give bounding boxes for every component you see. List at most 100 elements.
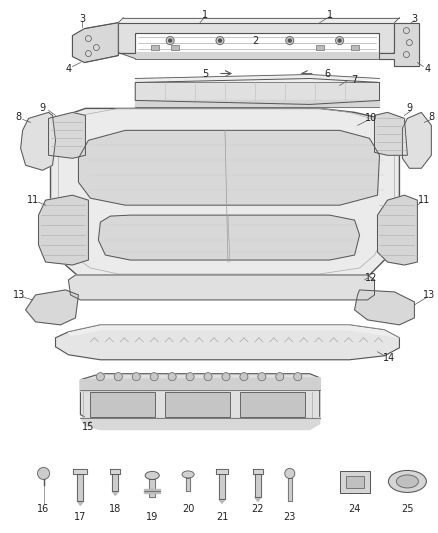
Polygon shape xyxy=(379,22,419,66)
Text: 25: 25 xyxy=(401,504,413,514)
Polygon shape xyxy=(118,18,399,22)
Circle shape xyxy=(38,467,49,480)
Polygon shape xyxy=(74,470,88,474)
Text: 9: 9 xyxy=(406,103,413,114)
Text: 6: 6 xyxy=(325,69,331,78)
Text: 17: 17 xyxy=(74,512,87,522)
Circle shape xyxy=(216,37,224,45)
Text: 23: 23 xyxy=(283,512,296,522)
Text: 19: 19 xyxy=(146,512,159,522)
Circle shape xyxy=(114,373,122,381)
Polygon shape xyxy=(81,417,320,430)
Circle shape xyxy=(276,373,284,381)
FancyBboxPatch shape xyxy=(240,392,305,417)
Text: 9: 9 xyxy=(39,103,46,114)
Text: 14: 14 xyxy=(383,353,396,363)
Text: 1: 1 xyxy=(327,10,333,20)
Text: 22: 22 xyxy=(251,504,264,514)
Polygon shape xyxy=(49,112,85,158)
FancyBboxPatch shape xyxy=(339,472,370,494)
Circle shape xyxy=(168,373,176,381)
Polygon shape xyxy=(144,489,160,494)
Polygon shape xyxy=(219,474,225,499)
Polygon shape xyxy=(56,325,399,360)
Circle shape xyxy=(286,37,294,45)
Text: 3: 3 xyxy=(79,14,85,23)
Ellipse shape xyxy=(396,475,418,488)
Ellipse shape xyxy=(145,472,159,480)
Circle shape xyxy=(294,373,302,381)
Text: 15: 15 xyxy=(82,422,95,432)
Polygon shape xyxy=(78,131,379,205)
Text: 4: 4 xyxy=(424,63,431,74)
Polygon shape xyxy=(68,325,399,338)
FancyBboxPatch shape xyxy=(316,45,324,50)
Circle shape xyxy=(338,39,341,42)
Polygon shape xyxy=(78,502,83,505)
Text: 18: 18 xyxy=(109,504,121,514)
Circle shape xyxy=(96,373,104,381)
Polygon shape xyxy=(25,290,78,325)
Polygon shape xyxy=(72,22,118,62)
Polygon shape xyxy=(39,195,88,265)
Polygon shape xyxy=(403,112,431,168)
Polygon shape xyxy=(112,491,118,495)
Polygon shape xyxy=(135,100,379,108)
Polygon shape xyxy=(81,378,320,392)
Circle shape xyxy=(150,373,158,381)
Ellipse shape xyxy=(389,471,426,492)
Text: 13: 13 xyxy=(13,290,25,300)
Text: 7: 7 xyxy=(351,76,358,85)
Circle shape xyxy=(219,39,222,42)
Text: 8: 8 xyxy=(16,112,22,123)
Text: 13: 13 xyxy=(423,290,435,300)
Polygon shape xyxy=(374,112,407,155)
FancyBboxPatch shape xyxy=(165,392,230,417)
Ellipse shape xyxy=(182,471,194,478)
Circle shape xyxy=(240,373,248,381)
Polygon shape xyxy=(112,474,118,491)
Text: 11: 11 xyxy=(418,195,431,205)
Circle shape xyxy=(204,373,212,381)
Circle shape xyxy=(186,373,194,381)
Circle shape xyxy=(336,37,343,45)
Circle shape xyxy=(166,37,174,45)
Text: 8: 8 xyxy=(428,112,434,123)
Circle shape xyxy=(222,373,230,381)
Polygon shape xyxy=(219,499,225,503)
FancyBboxPatch shape xyxy=(350,45,359,50)
Polygon shape xyxy=(255,497,261,502)
Circle shape xyxy=(288,39,291,42)
Circle shape xyxy=(285,469,295,479)
Polygon shape xyxy=(135,78,379,104)
Text: 20: 20 xyxy=(182,504,194,514)
Polygon shape xyxy=(355,290,414,325)
Polygon shape xyxy=(118,53,395,59)
Circle shape xyxy=(132,373,140,381)
Text: 4: 4 xyxy=(65,63,71,74)
Text: 12: 12 xyxy=(365,273,378,283)
Polygon shape xyxy=(149,480,155,497)
Polygon shape xyxy=(216,470,228,474)
FancyBboxPatch shape xyxy=(346,477,364,488)
Polygon shape xyxy=(21,112,56,170)
Text: 3: 3 xyxy=(411,14,417,23)
Polygon shape xyxy=(50,108,399,282)
Text: 10: 10 xyxy=(365,114,378,123)
Polygon shape xyxy=(110,470,120,474)
FancyBboxPatch shape xyxy=(171,45,179,50)
Text: 24: 24 xyxy=(348,504,361,514)
Polygon shape xyxy=(378,195,417,265)
Polygon shape xyxy=(99,215,360,260)
Circle shape xyxy=(169,39,172,42)
Polygon shape xyxy=(255,474,261,497)
Polygon shape xyxy=(68,275,374,300)
Polygon shape xyxy=(81,374,320,424)
Polygon shape xyxy=(253,470,263,474)
Polygon shape xyxy=(118,22,395,53)
Circle shape xyxy=(258,373,266,381)
Polygon shape xyxy=(288,479,292,502)
Text: 16: 16 xyxy=(37,504,49,514)
Text: 5: 5 xyxy=(202,69,208,78)
Text: 21: 21 xyxy=(216,512,228,522)
